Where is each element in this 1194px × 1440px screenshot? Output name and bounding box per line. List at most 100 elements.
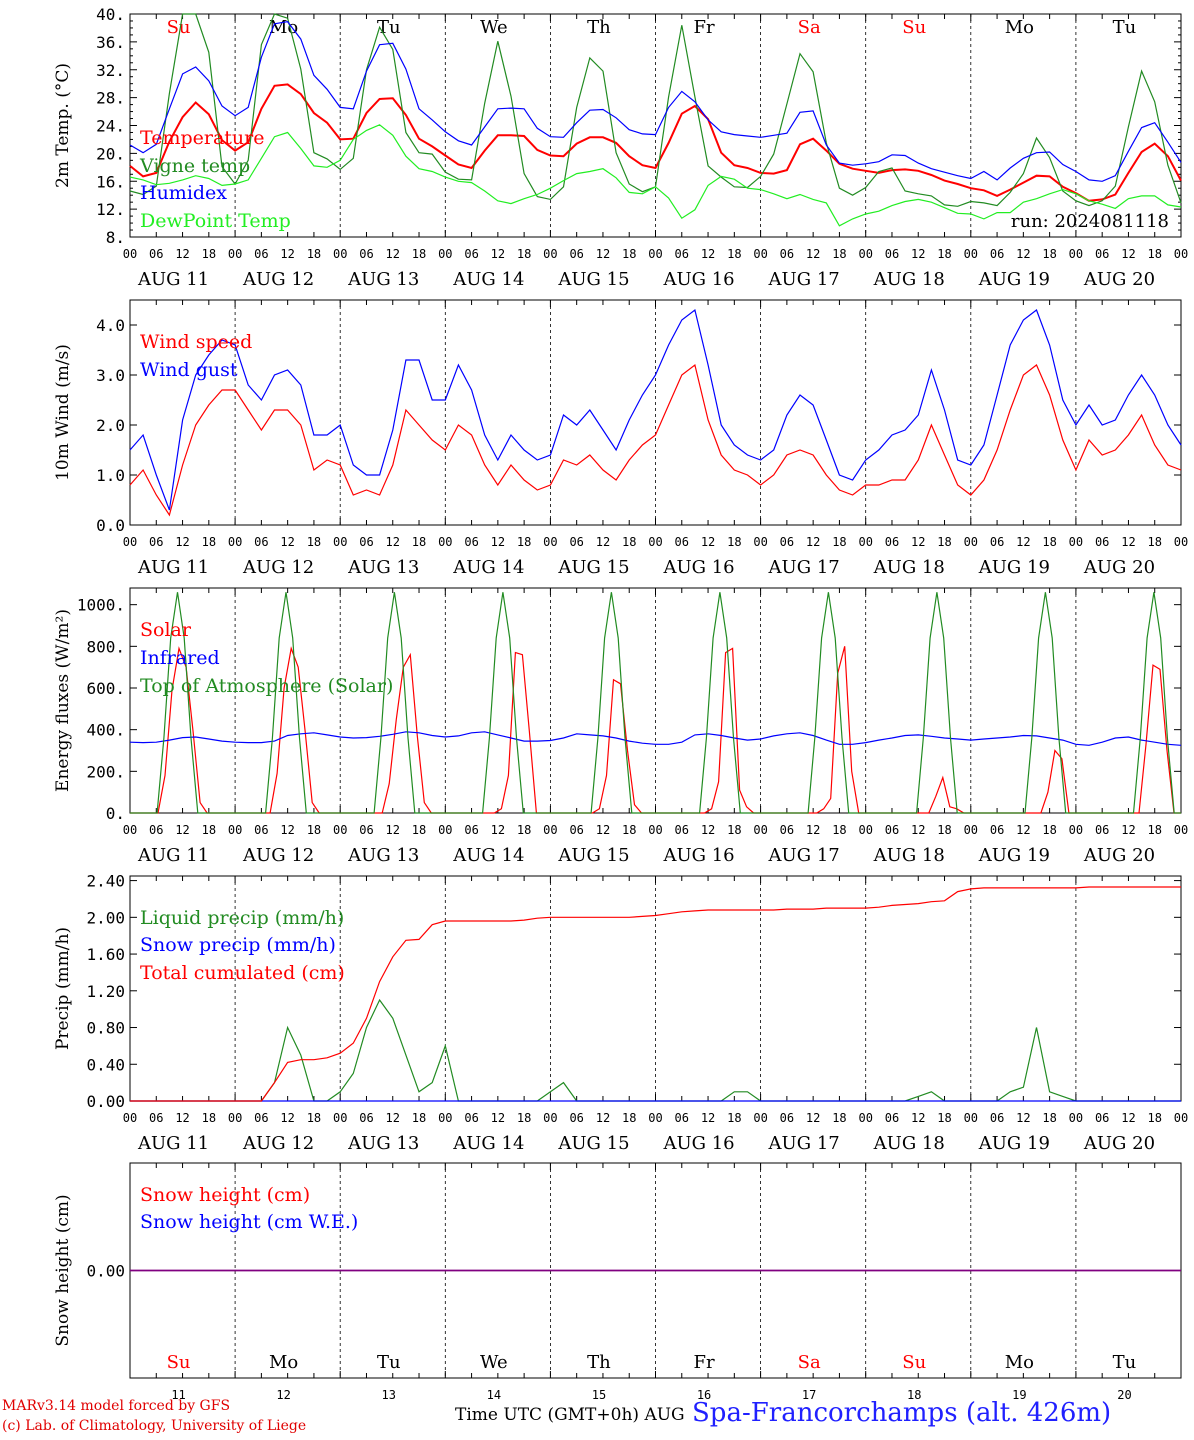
series-wind-gust-line xyxy=(129,308,1182,511)
legend-entry: Snow height (cm) xyxy=(140,1184,310,1206)
x-tick-label: 12 xyxy=(280,823,294,837)
day-number: 19 xyxy=(1012,1388,1026,1402)
x-tick-label: 00 xyxy=(858,1111,872,1125)
x-tick-label: 12 xyxy=(1016,823,1030,837)
day-label: AUG 17 xyxy=(768,269,840,290)
x-tick-label: 00 xyxy=(858,247,872,261)
day-label: AUG 12 xyxy=(242,1133,314,1154)
weekday-label: Tu xyxy=(377,1352,401,1373)
x-tick-label: 00 xyxy=(1069,247,1083,261)
day-label: AUG 14 xyxy=(452,269,524,290)
day-label: AUG 11 xyxy=(137,557,209,578)
x-tick-label: 00 xyxy=(228,535,242,549)
x-tick-label: 12 xyxy=(175,247,189,261)
day-label: AUG 16 xyxy=(662,845,734,866)
day-label: AUG 14 xyxy=(452,845,524,866)
y-tick-label: 600. xyxy=(86,679,125,698)
panel-2-frame xyxy=(129,299,1182,526)
model-credit: MARv3.14 model forced by GFS xyxy=(2,1398,231,1414)
series-wind-speed-line xyxy=(129,363,1182,517)
x-tick-label: 06 xyxy=(149,247,163,261)
x-tick-label: 06 xyxy=(569,247,583,261)
x-tick-label: 12 xyxy=(175,1111,189,1125)
x-tick-label: 00 xyxy=(858,823,872,837)
x-tick-label: 12 xyxy=(280,1111,294,1125)
x-tick-label: 00 xyxy=(1174,1111,1188,1125)
x-tick-label: 12 xyxy=(596,1111,610,1125)
x-tick-label: 06 xyxy=(359,1111,373,1125)
x-tick-label: 00 xyxy=(1069,823,1083,837)
day-label: AUG 14 xyxy=(452,557,524,578)
x-tick-label: 12 xyxy=(1016,247,1030,261)
x-tick-label: 12 xyxy=(701,1111,715,1125)
x-tick-label: 12 xyxy=(1121,247,1135,261)
day-label: AUG 15 xyxy=(557,269,629,290)
legend-entry: Snow precip (mm/h) xyxy=(140,934,336,956)
day-label: AUG 19 xyxy=(978,1133,1050,1154)
y-tick-label: 20. xyxy=(96,144,125,163)
day-label: AUG 20 xyxy=(1083,269,1155,290)
x-tick-label: 06 xyxy=(254,823,268,837)
x-tick-label: 06 xyxy=(569,823,583,837)
x-tick-label: 00 xyxy=(1069,1111,1083,1125)
x-tick-label: 18 xyxy=(832,1111,846,1125)
day-number: 11 xyxy=(171,1388,185,1402)
y-axis-label: Precip (mm/h) xyxy=(53,927,73,1050)
series-humidex-line xyxy=(129,21,1182,182)
x-tick-label: 12 xyxy=(491,823,505,837)
day-label: AUG 13 xyxy=(347,1133,419,1154)
x-tick-label: 18 xyxy=(727,247,741,261)
x-tick-label: 12 xyxy=(280,247,294,261)
y-tick-label: 1000. xyxy=(77,596,125,615)
day-label: AUG 13 xyxy=(347,845,419,866)
x-tick-label: 00 xyxy=(543,247,557,261)
y-tick-label: 0. xyxy=(106,804,125,823)
y-tick-label: 3.0 xyxy=(96,366,125,385)
day-label: AUG 16 xyxy=(662,1133,734,1154)
x-tick-label: 00 xyxy=(333,1111,347,1125)
y-tick-label: 800. xyxy=(86,637,125,656)
x-tick-label: 06 xyxy=(990,535,1004,549)
x-tick-label: 06 xyxy=(254,535,268,549)
x-tick-label: 18 xyxy=(517,1111,531,1125)
weekday-label: Mo xyxy=(1005,17,1034,38)
x-tick-label: 12 xyxy=(911,247,925,261)
day-label: AUG 19 xyxy=(978,557,1050,578)
x-tick-label: 12 xyxy=(175,823,189,837)
x-tick-label: 00 xyxy=(1174,247,1188,261)
day-number: 16 xyxy=(697,1388,711,1402)
x-tick-label: 12 xyxy=(701,823,715,837)
x-tick-label: 06 xyxy=(990,1111,1004,1125)
legend-entry: Temperature xyxy=(140,127,264,149)
x-tick-label: 00 xyxy=(333,247,347,261)
day-label: AUG 18 xyxy=(873,1133,945,1154)
x-tick-label: 00 xyxy=(543,823,557,837)
x-tick-label: 06 xyxy=(1095,1111,1109,1125)
series-dewpoint-temp-line xyxy=(129,124,1182,227)
x-tick-label: 00 xyxy=(964,247,978,261)
weekday-label: Su xyxy=(902,17,926,38)
x-tick-label: 00 xyxy=(648,535,662,549)
weekday-label: Mo xyxy=(1005,1352,1034,1373)
x-tick-label: 18 xyxy=(727,535,741,549)
x-tick-label: 06 xyxy=(464,1111,478,1125)
x-tick-label: 00 xyxy=(648,823,662,837)
x-tick-label: 18 xyxy=(1042,823,1056,837)
day-label: AUG 20 xyxy=(1083,1133,1155,1154)
x-tick-label: 18 xyxy=(937,535,951,549)
x-tick-label: 18 xyxy=(202,535,216,549)
weekday-label: We xyxy=(480,1352,508,1373)
x-tick-label: 00 xyxy=(333,823,347,837)
x-tick-label: 00 xyxy=(858,535,872,549)
x-tick-label: 12 xyxy=(596,535,610,549)
x-tick-label: 06 xyxy=(885,823,899,837)
y-tick-label: 2.40 xyxy=(86,872,125,891)
x-tick-label: 12 xyxy=(491,1111,505,1125)
weekday-label: Mo xyxy=(269,1352,298,1373)
x-tick-label: 18 xyxy=(1147,247,1161,261)
weekday-label: Th xyxy=(587,1352,611,1373)
x-tick-label: 18 xyxy=(832,823,846,837)
day-label: AUG 11 xyxy=(137,845,209,866)
day-number: 17 xyxy=(802,1388,816,1402)
x-tick-label: 00 xyxy=(333,535,347,549)
